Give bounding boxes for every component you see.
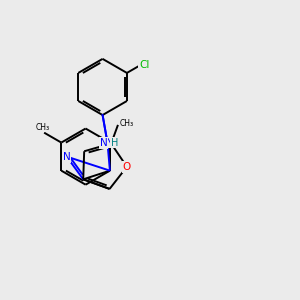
Text: O: O <box>123 162 131 172</box>
Text: CH₃: CH₃ <box>120 119 134 128</box>
Text: H: H <box>111 138 118 148</box>
Text: Cl: Cl <box>139 60 150 70</box>
Text: N: N <box>63 152 70 162</box>
Text: CH₃: CH₃ <box>35 123 50 132</box>
Text: N: N <box>106 138 113 148</box>
Text: N: N <box>100 138 107 148</box>
